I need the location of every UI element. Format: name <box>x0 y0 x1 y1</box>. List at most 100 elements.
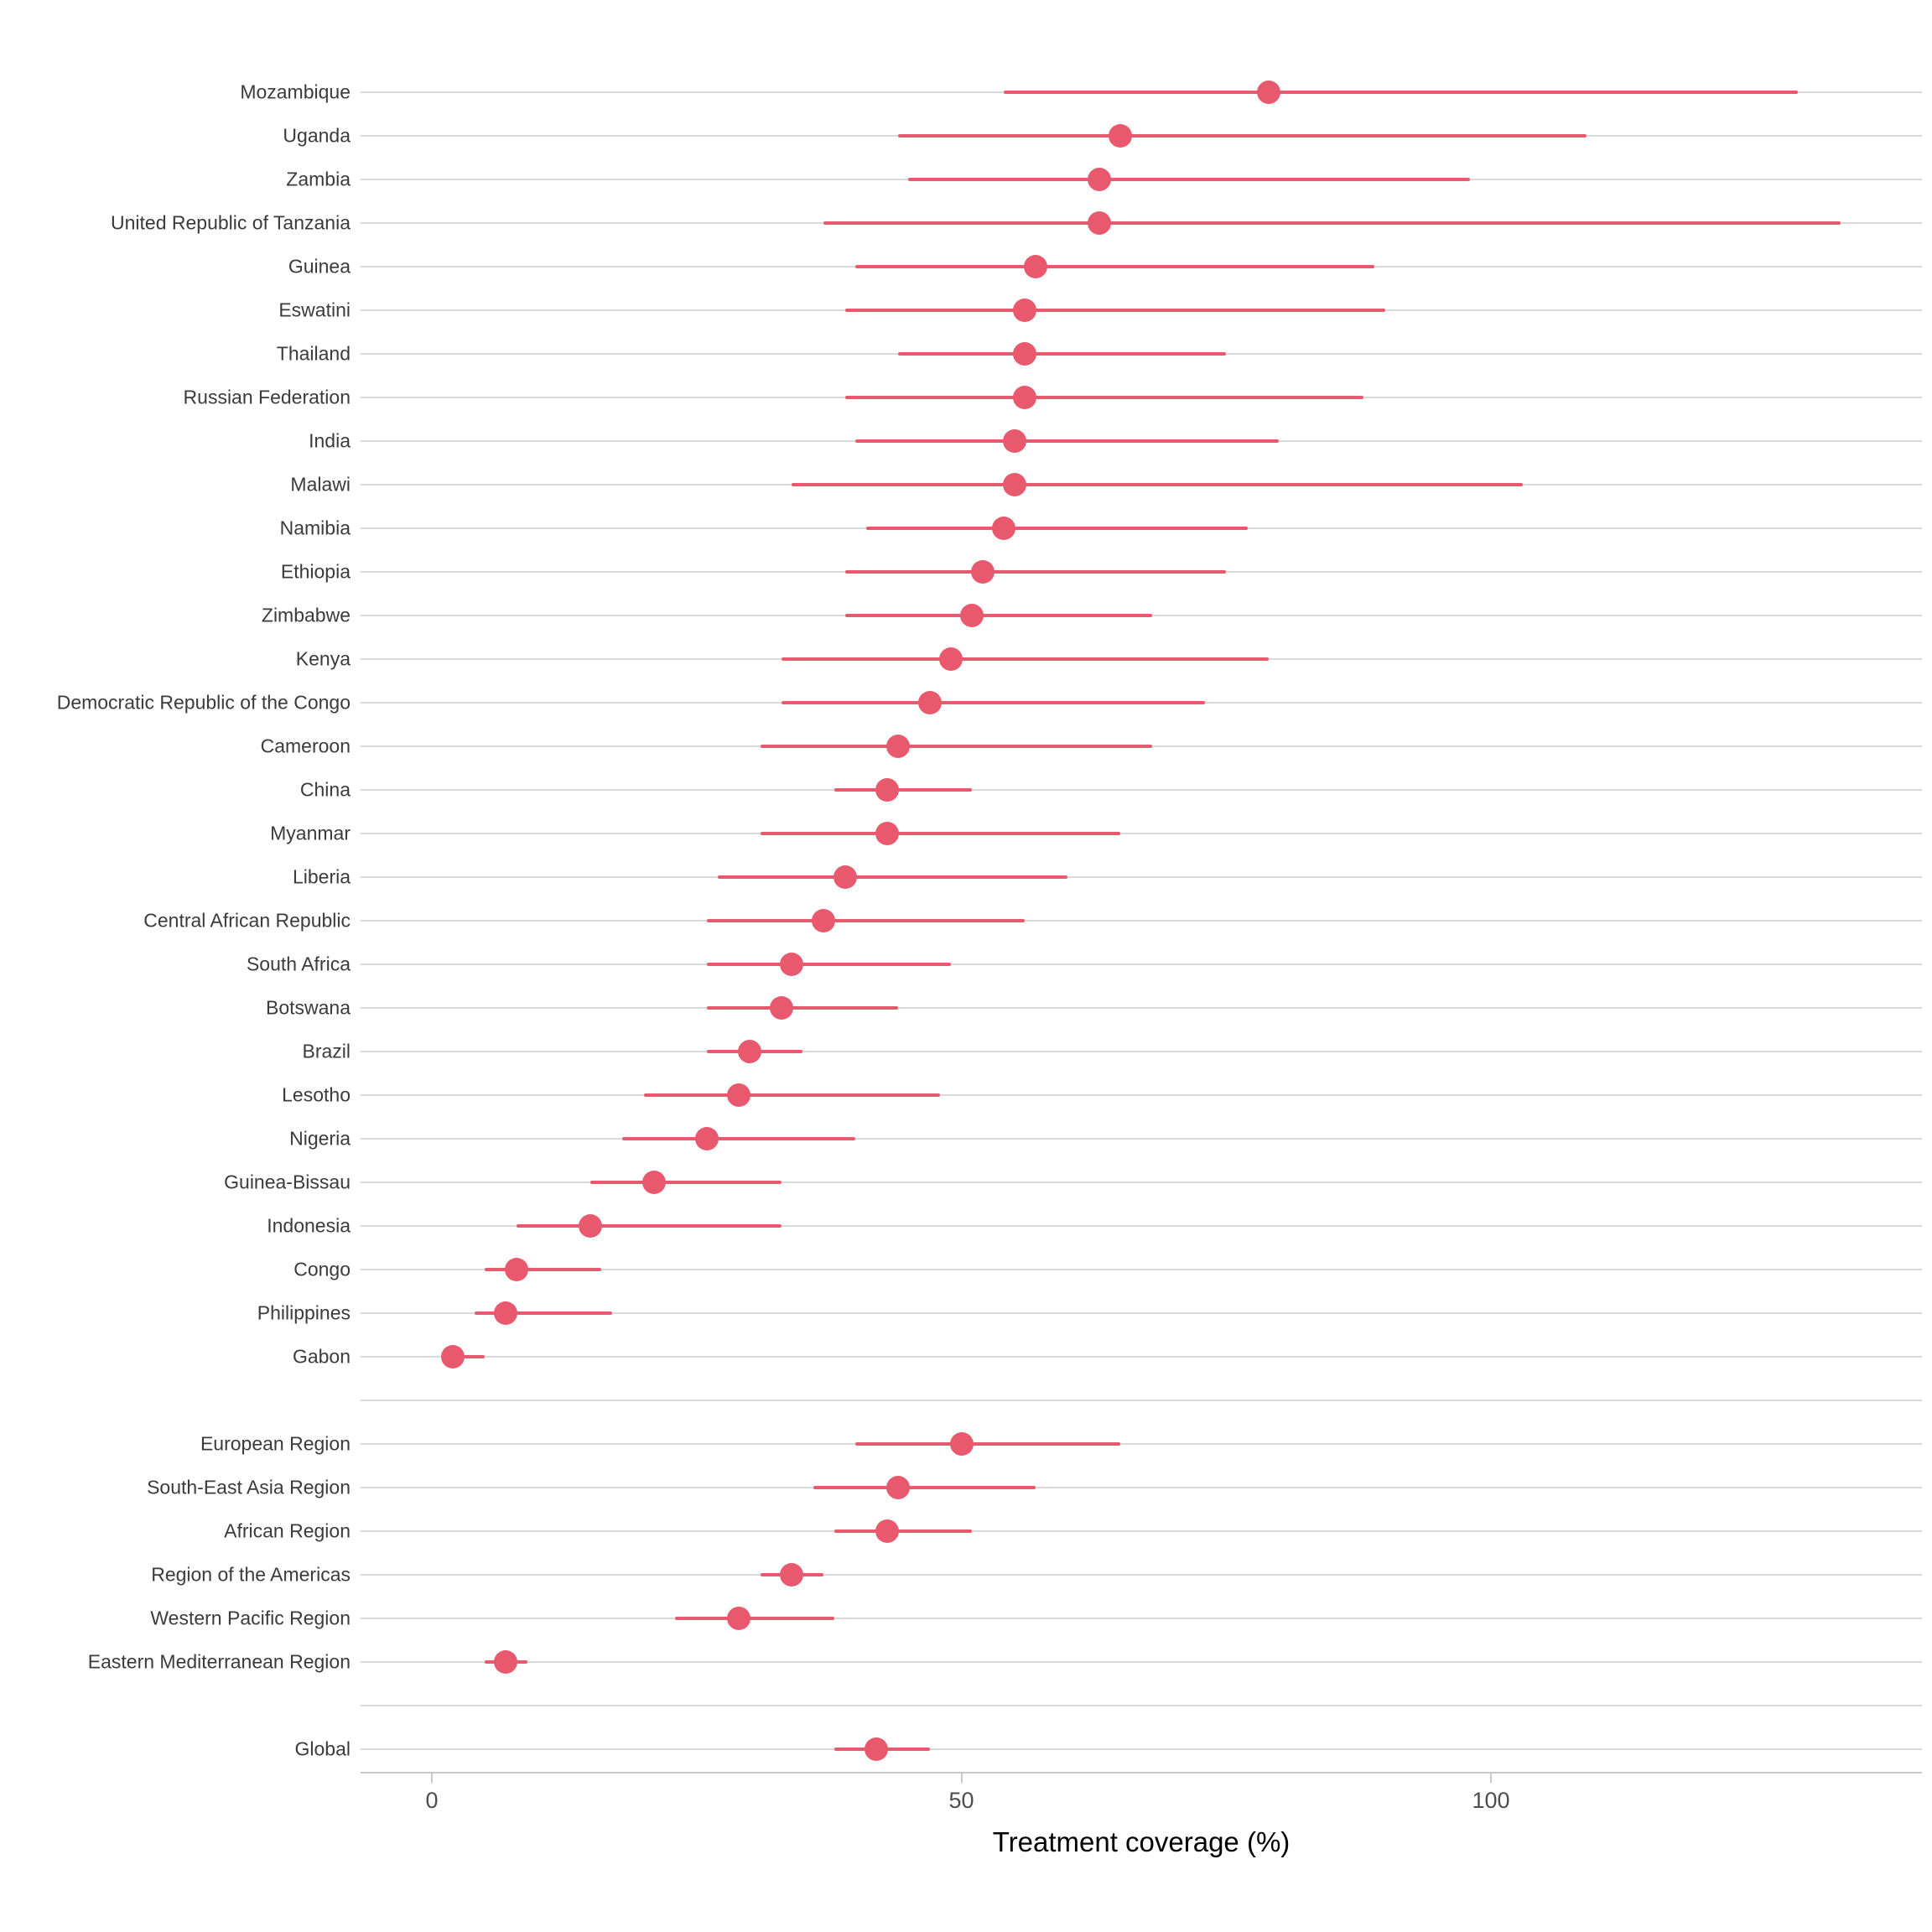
country-label: Cameroon <box>260 735 351 757</box>
country-label: Botswana <box>265 996 351 1019</box>
gridline <box>361 876 1922 878</box>
point-estimate <box>579 1214 603 1238</box>
country-label: Brazil <box>302 1040 351 1062</box>
point-estimate <box>875 778 900 802</box>
gridline <box>361 1138 1922 1140</box>
country-label: Mozambique <box>240 80 351 103</box>
error-bar <box>707 963 951 966</box>
error-bar <box>855 1442 1120 1446</box>
gridline <box>361 1661 1922 1663</box>
gridline <box>361 789 1922 791</box>
gridline <box>361 1574 1922 1576</box>
country-label: United Republic of Tanzania <box>111 211 351 234</box>
x-axis-title: Treatment coverage (%) <box>992 1826 1291 1857</box>
point-estimate <box>812 909 836 932</box>
country-label: Gabon <box>292 1345 351 1368</box>
error-bar <box>855 439 1280 443</box>
country-label: Democratic Republic of the Congo <box>56 691 351 714</box>
point-estimate <box>494 1301 518 1325</box>
country-label: Zimbabwe <box>261 604 351 626</box>
point-estimate <box>769 996 793 1020</box>
country-label: Nigeria <box>289 1127 351 1150</box>
error-bar <box>897 352 1227 356</box>
country-label: Uganda <box>283 124 351 147</box>
region-label: South-East Asia Region <box>147 1476 351 1498</box>
point-estimate <box>1002 429 1026 453</box>
error-bar <box>1004 91 1799 94</box>
point-estimate <box>992 517 1016 540</box>
gridline <box>361 1007 1922 1009</box>
region-label: Region of the Americas <box>151 1563 351 1586</box>
point-estimate <box>1013 386 1037 409</box>
gridline <box>361 1618 1922 1619</box>
error-bar <box>844 570 1227 574</box>
region-label: Western Pacific Region <box>150 1607 351 1629</box>
point-estimate <box>780 953 804 976</box>
region-label: African Region <box>224 1519 351 1542</box>
point-estimate <box>1013 299 1037 322</box>
point-estimate <box>1023 255 1047 278</box>
country-label: Congo <box>293 1258 351 1280</box>
error-bar <box>760 832 1120 835</box>
error-bar <box>590 1181 782 1184</box>
error-bar <box>781 657 1269 661</box>
error-bar <box>707 1006 898 1010</box>
point-estimate <box>949 1432 974 1456</box>
gridline <box>361 1225 1922 1227</box>
x-tick <box>431 1772 433 1783</box>
error-bar <box>813 1486 1036 1489</box>
error-bar <box>844 309 1385 312</box>
error-bar <box>823 221 1841 225</box>
point-estimate <box>727 1607 751 1630</box>
country-label: Philippines <box>257 1301 351 1324</box>
error-bar <box>760 745 1152 748</box>
error-bar <box>517 1224 782 1228</box>
error-bar <box>707 919 1026 922</box>
gridline <box>361 1182 1922 1183</box>
point-estimate <box>1002 473 1026 496</box>
global-label: Global <box>294 1737 351 1760</box>
x-tick-label: 100 <box>1472 1788 1510 1813</box>
point-estimate <box>1087 211 1111 235</box>
x-tick-label: 50 <box>948 1788 974 1813</box>
gridline <box>361 1269 1922 1270</box>
point-estimate <box>875 1519 900 1543</box>
gridline <box>361 1312 1922 1314</box>
gridline <box>361 1748 1922 1750</box>
country-label: Malawi <box>290 473 351 496</box>
region-label: European Region <box>200 1432 351 1455</box>
country-label: Eswatini <box>278 299 351 321</box>
point-estimate <box>938 647 963 671</box>
point-estimate <box>780 1563 804 1587</box>
point-estimate <box>1087 168 1111 191</box>
error-bar <box>897 134 1587 138</box>
country-label: Kenya <box>295 647 351 670</box>
error-bar <box>834 788 973 792</box>
gridline <box>361 1356 1922 1358</box>
country-label: Lesotho <box>282 1083 351 1106</box>
point-estimate <box>1256 80 1280 104</box>
point-estimate <box>875 822 900 845</box>
gridline <box>361 1705 1922 1706</box>
gridline <box>361 1094 1922 1096</box>
point-estimate <box>695 1127 719 1150</box>
country-label: Thailand <box>276 342 351 365</box>
error-bar <box>865 527 1248 530</box>
country-label: Zambia <box>286 168 351 190</box>
point-estimate <box>505 1258 529 1281</box>
point-estimate <box>727 1083 751 1107</box>
error-bar <box>781 701 1205 704</box>
country-label: Central African Republic <box>143 909 351 932</box>
point-estimate <box>737 1040 761 1063</box>
error-bar <box>792 483 1523 486</box>
error-bar <box>908 178 1470 181</box>
error-bar <box>622 1137 856 1140</box>
point-estimate <box>917 691 942 714</box>
error-bar <box>855 265 1375 268</box>
gridline <box>361 1400 1922 1401</box>
x-tick <box>1490 1772 1492 1783</box>
gridline <box>361 1530 1922 1532</box>
country-label: Liberia <box>292 865 351 888</box>
x-tick-label: 0 <box>425 1788 439 1813</box>
